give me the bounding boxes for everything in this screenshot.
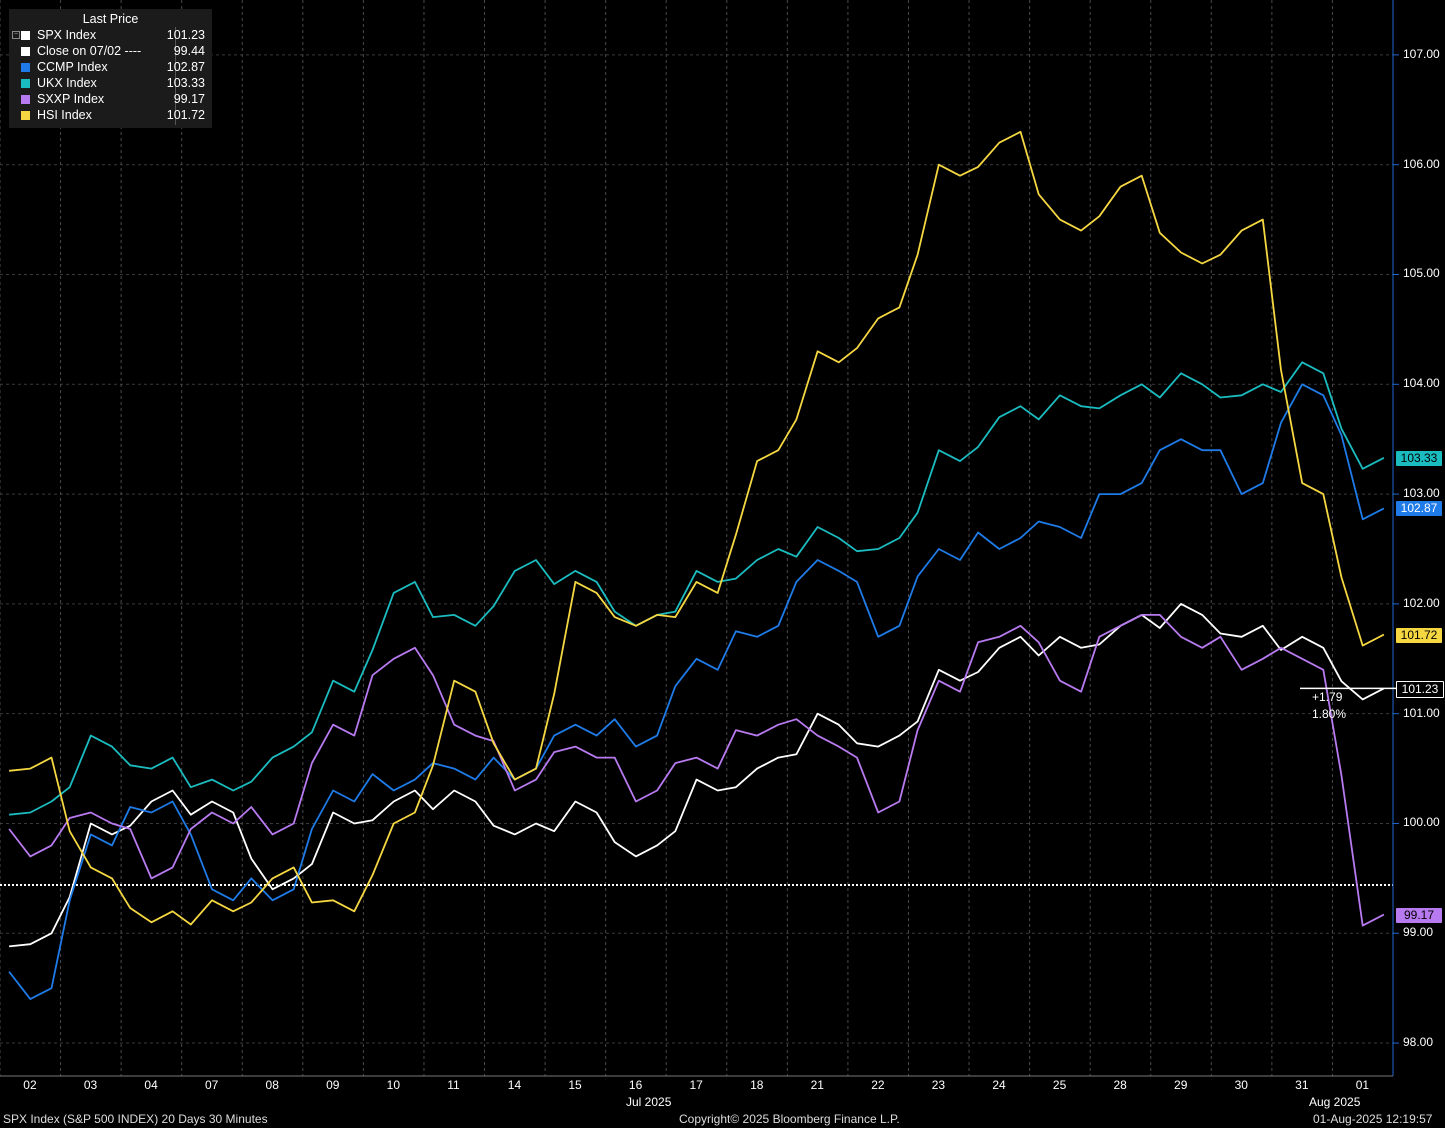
x-tick-label: 01 [1355,1078,1370,1092]
legend-swatch [21,63,30,72]
y-tick-label: 102.00 [1403,595,1440,610]
change-abs: +1.79 [1312,690,1343,704]
legend-swatch [21,31,30,40]
x-tick-label: 18 [750,1078,764,1092]
y-tick-label: 103.00 [1403,486,1440,501]
legend-value: 101.72 [166,108,205,122]
legend-swatch [21,79,30,88]
legend-label: SPX Index [37,28,97,42]
x-tick-label: 23 [931,1078,946,1092]
legend-label: CCMP Index [37,60,108,74]
x-tick-label: 21 [810,1078,824,1092]
x-tick-label: 16 [628,1078,643,1092]
x-tick-label: 28 [1113,1078,1127,1092]
legend-swatch [21,47,30,56]
footer-security: SPX Index (S&P 500 INDEX) 20 Days 30 Min… [3,1112,268,1126]
legend-header: Last Price [82,12,139,26]
x-tick-label: 14 [507,1078,522,1092]
series-line-spx-index [9,603,1385,948]
chart-grid [0,0,1394,1076]
legend-item[interactable]: CCMP Index 102.87 [21,60,207,76]
legend-item[interactable]: SXXP Index 99.17 [21,92,207,108]
legend-item[interactable]: UKX Index 103.33 [21,76,207,92]
legend-value: 99.44 [173,44,205,58]
x-group-label: Aug 2025 [1309,1095,1361,1109]
legend-label: SXXP Index [37,92,105,106]
y-tick-label: 104.00 [1403,376,1440,391]
x-tick-label: 30 [1234,1078,1248,1092]
series-line-hsi-index [9,130,1385,926]
y-tick-label: 106.00 [1403,156,1440,171]
legend-divider [175,27,176,125]
legend-value: 101.23 [166,28,205,42]
last-value-tag: 101.72 [1396,627,1442,643]
x-tick-label: 17 [689,1078,703,1092]
x-tick-label: 09 [326,1078,340,1092]
y-tick-label: 99.00 [1403,925,1434,940]
footer-copyright: Copyright© 2025 Bloomberg Finance L.P. [679,1112,900,1126]
legend-swatch [21,95,30,104]
minus-box-icon[interactable]: − [12,31,20,39]
legend-item[interactable]: Close on 07/02 ---- 99.44 [21,44,207,60]
x-tick-label: 22 [871,1078,885,1092]
last-value-tag: 103.33 [1396,450,1442,466]
x-tick-label: 03 [83,1078,98,1092]
x-tick-label: 24 [992,1078,1006,1092]
x-tick-label: 15 [568,1078,582,1092]
y-tick-label: 101.00 [1403,705,1440,720]
legend-value: 102.87 [166,60,205,74]
last-value-tag: 102.87 [1396,501,1442,517]
legend-label: HSI Index [37,108,92,122]
y-tick-label: 98.00 [1403,1035,1434,1050]
x-tick-label: 10 [386,1078,401,1092]
y-tick-label: 107.00 [1403,46,1440,61]
last-value-tag: 99.17 [1396,907,1442,923]
series-line-ukx-index [9,361,1385,816]
x-tick-label: 25 [1052,1078,1067,1092]
x-group-label: Jul 2025 [626,1095,672,1109]
legend-item[interactable]: HSI Index 101.72 [21,108,207,124]
chart-axes [0,0,1399,1077]
x-tick-label: 07 [204,1078,219,1092]
legend-value: 103.33 [166,76,205,90]
series-line-ccmp-index [8,383,1385,1000]
x-tick-label: 02 [23,1078,37,1092]
legend-label: Close on 07/02 ---- [37,44,142,58]
legend-swatch [21,111,30,120]
x-tick-label: 29 [1174,1078,1188,1092]
change-pct: 1.80% [1312,707,1347,721]
series-line-sxxp-index [8,614,1385,927]
y-tick-label: 105.00 [1403,266,1440,281]
legend-item[interactable]: SPX Index 101.23 [21,28,207,44]
last-value-tag: 101.23 [1396,681,1444,699]
legend: − Last Price SPX Index 101.23 Close on 07/… [9,9,212,128]
legend-label: UKX Index [37,76,97,90]
series-lines [8,130,1385,1000]
footer-timestamp: 01-Aug-2025 12:19:57 [1313,1112,1433,1126]
x-tick-label: 08 [265,1078,279,1092]
x-tick-label: 04 [144,1078,158,1092]
x-tick-label: 31 [1295,1078,1309,1092]
legend-value: 99.17 [173,92,205,106]
x-tick-label: 11 [447,1078,460,1092]
y-tick-label: 100.00 [1403,815,1440,830]
